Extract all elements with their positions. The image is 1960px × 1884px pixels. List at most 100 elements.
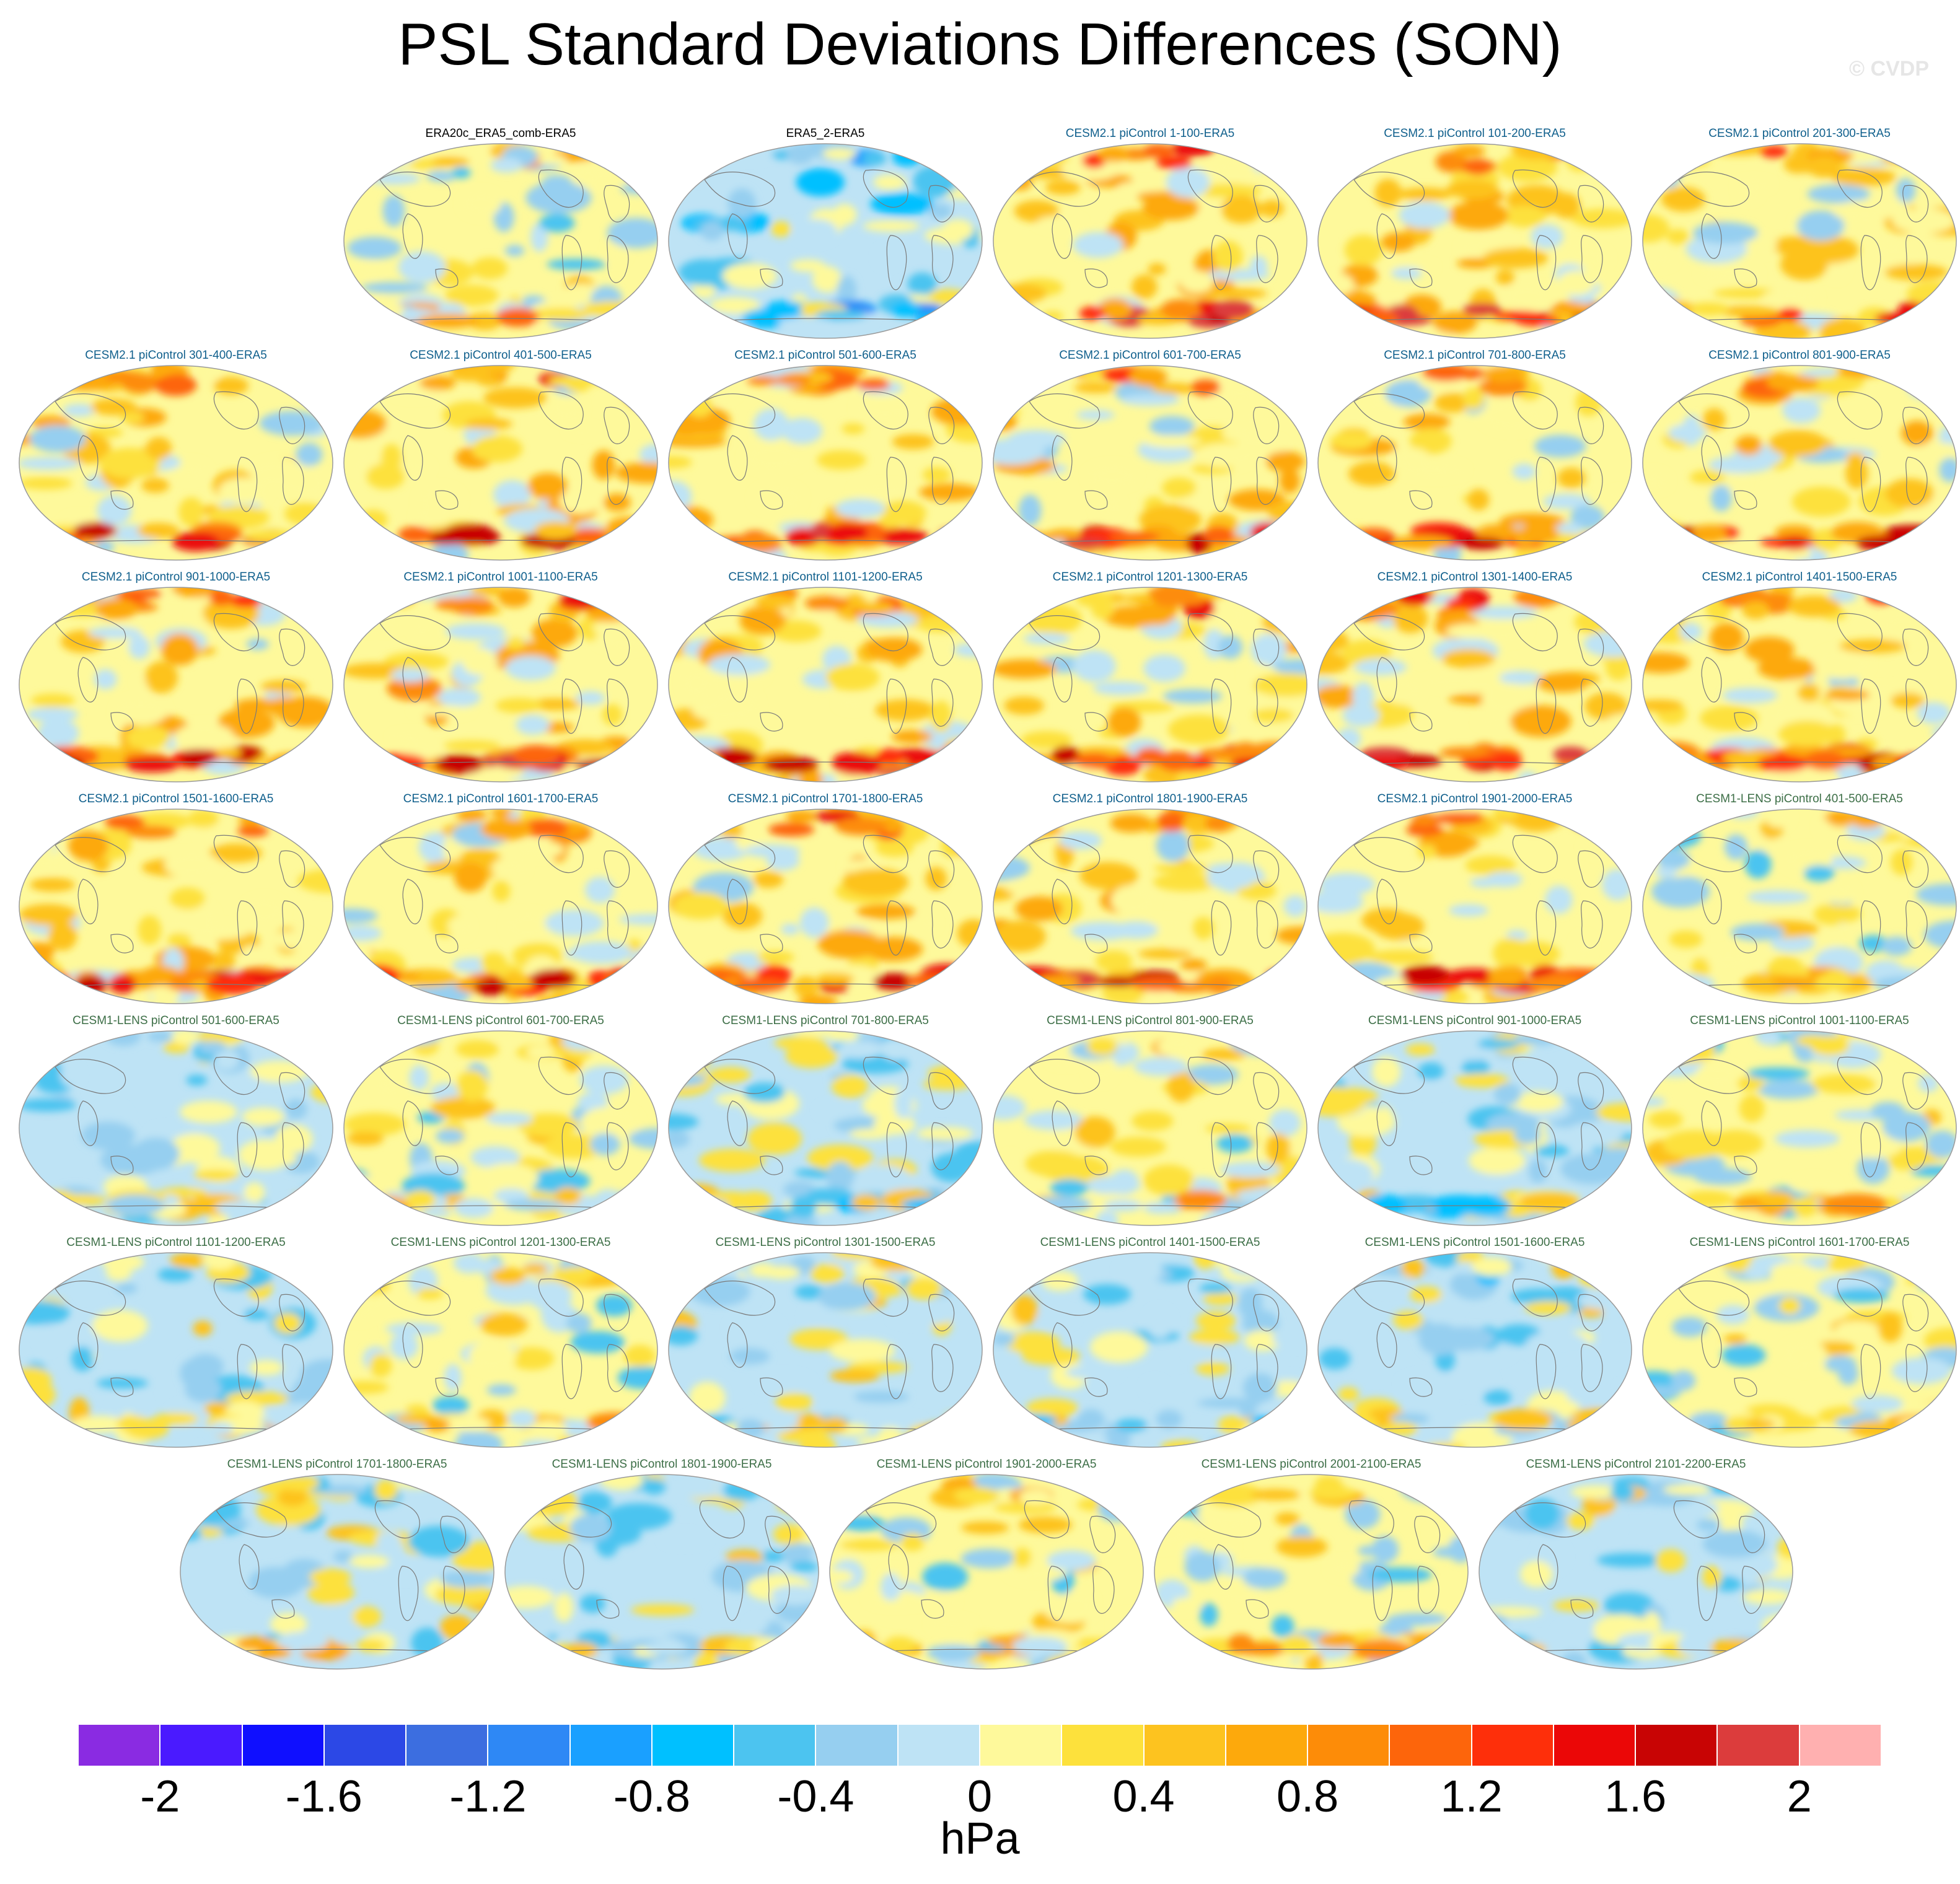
field-blob [366, 997, 413, 1004]
northern-blob [1410, 815, 1436, 826]
field-blob [1337, 727, 1361, 750]
southern-band-blob [890, 302, 921, 317]
coastline [1570, 1599, 1594, 1619]
field-blob [395, 588, 458, 600]
southern-band-blob [1759, 1190, 1795, 1207]
coastline [77, 435, 99, 481]
psl-difference-map [1317, 587, 1632, 782]
southern-band-blob [1804, 751, 1847, 771]
field-blob [244, 1182, 265, 1204]
field-blob [669, 456, 692, 469]
northern-blob [755, 594, 795, 610]
coastline [1211, 1122, 1232, 1178]
southern-band-blob [1143, 1202, 1180, 1214]
field-blob [1352, 681, 1374, 712]
field-blob [1087, 1053, 1117, 1084]
coastline [77, 878, 99, 924]
field-blob [38, 980, 57, 1004]
field-blob [1679, 623, 1702, 640]
field-blob [1045, 180, 1081, 195]
panel-label: CESM2.1 piControl 1801-1900-ERA5 [1052, 792, 1248, 805]
field-blob [669, 382, 703, 410]
northern-blob [1441, 1036, 1474, 1051]
southern-band-blob [605, 1421, 654, 1440]
field-blob [1643, 973, 1674, 984]
southern-band-blob [1401, 965, 1449, 984]
field-blob [1318, 326, 1338, 338]
map-border [1479, 1474, 1793, 1670]
field-blob [559, 489, 602, 514]
map-panel: CESM1-LENS piControl 601-700-ERA5 [340, 1014, 662, 1230]
field-blob [1142, 195, 1200, 221]
field-blob [564, 284, 599, 298]
field-blob [380, 444, 402, 474]
field-blob [1691, 957, 1710, 980]
coastline [1512, 835, 1558, 874]
field-blob [945, 1411, 982, 1421]
southern-band-blob [1575, 533, 1628, 553]
field-blob [791, 1561, 819, 1572]
field-blob [1086, 463, 1138, 488]
field-blob [1570, 504, 1605, 530]
coastline [1253, 185, 1280, 222]
field-blob [1824, 689, 1870, 701]
southern-band-blob [512, 745, 560, 765]
field-blob [1708, 456, 1773, 473]
coastline [886, 235, 907, 291]
coastline [1409, 712, 1433, 732]
field-blob [802, 1308, 842, 1323]
field-blob [1846, 452, 1865, 466]
field-blob [837, 275, 857, 305]
field-blob [1037, 216, 1083, 230]
coastline [1372, 1566, 1393, 1621]
field-blob [1254, 673, 1307, 697]
psl-difference-map [993, 365, 1307, 561]
southern-band-blob [1688, 302, 1729, 316]
field-blob [1656, 849, 1690, 870]
northern-blob [746, 375, 780, 386]
field-blob [1258, 1255, 1283, 1269]
field-blob [605, 1503, 672, 1530]
northern-blob [1117, 1264, 1156, 1275]
coastline [279, 850, 305, 888]
map-panel: CESM2.1 piControl 1801-1900-ERA5 [989, 792, 1311, 1009]
southern-band-blob [1770, 976, 1818, 988]
field-blob [344, 1203, 359, 1225]
coastline [1581, 1344, 1603, 1392]
southern-band-blob [1894, 754, 1938, 773]
coastline [1084, 712, 1108, 732]
coastline [928, 1294, 955, 1331]
psl-difference-map [1317, 143, 1632, 339]
panel-label: CESM2.1 piControl 1-100-ERA5 [1065, 127, 1235, 140]
northern-blob [157, 1267, 193, 1282]
field-blob [1480, 1474, 1509, 1484]
field-blob [1162, 689, 1223, 704]
field-blob [1819, 317, 1866, 338]
field-blob [807, 1144, 873, 1172]
field-blob [1737, 1076, 1765, 1091]
southern-band-blob [1488, 966, 1526, 988]
field-blob [1922, 1410, 1956, 1439]
northern-blob [1432, 812, 1484, 825]
field-blob [1871, 1067, 1896, 1083]
colorbar-box [488, 1724, 570, 1766]
coastline [1211, 678, 1232, 734]
northern-blob [1472, 1257, 1512, 1276]
southern-band-blob [554, 1187, 581, 1205]
field-blob [993, 588, 1045, 605]
coastline [1701, 657, 1722, 703]
field-blob [1883, 1211, 1936, 1225]
field-blob [187, 924, 250, 940]
northern-blob [870, 1253, 920, 1271]
field-blob [354, 1278, 390, 1295]
field-blob [445, 623, 506, 640]
field-blob [1707, 144, 1770, 156]
map-border [343, 365, 658, 561]
coastline [213, 1278, 259, 1317]
field-blob [1252, 366, 1307, 392]
field-blob [1079, 862, 1138, 890]
field-blob [669, 1195, 718, 1207]
coastline [921, 1599, 944, 1619]
field-blob [1097, 1496, 1135, 1522]
field-blob [284, 1098, 307, 1119]
